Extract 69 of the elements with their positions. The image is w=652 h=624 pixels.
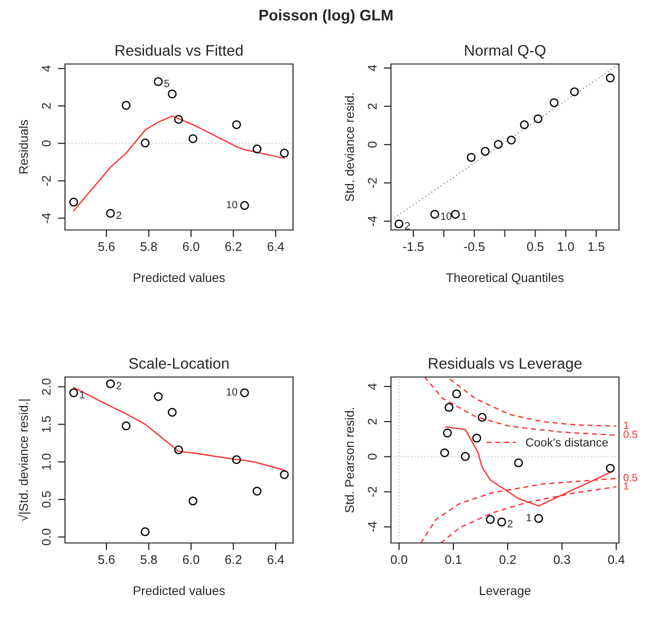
x-tick-label: 5.8: [140, 242, 157, 251]
x-tick-label: 0.5: [527, 242, 544, 251]
chart-title: Residuals vs Fitted: [116, 44, 243, 56]
y-tick-label: 4: [368, 64, 377, 72]
x-tick-label: 6.4: [268, 242, 284, 251]
y-axis-title: Residuals: [18, 120, 28, 174]
annotation: 1: [526, 514, 532, 522]
x-tick-label: 0.4: [608, 555, 625, 564]
y-tick-label: 2: [368, 418, 377, 424]
x-tick-label: 5.8: [140, 555, 157, 564]
annotation: 2: [405, 222, 410, 230]
x-tick-label: -0.5: [464, 242, 485, 251]
y-tick-label: 1.5: [42, 416, 51, 432]
x-tick-label: 5.6: [98, 242, 115, 251]
y-tick-label: -4: [368, 522, 377, 532]
y-tick-label: 0: [368, 454, 377, 460]
x-tick-label: -1.5: [403, 242, 424, 251]
annotation: 10: [226, 388, 238, 396]
y-tick-label: 0: [368, 142, 377, 148]
annotation: 2: [116, 212, 122, 219]
x-axis-title: Leverage: [480, 586, 531, 598]
annotation: 2: [116, 382, 122, 390]
annotation: 1: [462, 212, 466, 220]
y-axis-title: Std. deviance resid.: [344, 93, 354, 202]
x-tick-label: 6.0: [183, 242, 200, 251]
annotation: 10: [441, 212, 452, 220]
x-tick-label: 6.2: [225, 555, 242, 564]
y-tick-label: 0.5: [42, 491, 51, 508]
annotation: 2: [508, 520, 513, 528]
annotation: 1: [624, 422, 628, 429]
y-tick-label: 0.0: [42, 528, 51, 546]
annotation: 10: [226, 200, 238, 208]
x-tick-label: 0.2: [499, 555, 516, 564]
legend-label: Cook's distance: [526, 438, 608, 447]
x-tick-label: 1.0: [558, 242, 574, 251]
x-tick-label: 6.4: [268, 555, 284, 564]
annotation: 1: [624, 482, 628, 490]
y-tick-label: -4: [42, 213, 51, 224]
y-tick-label: -4: [368, 216, 377, 226]
x-axis-title: Predicted values: [134, 586, 225, 596]
x-tick-label: 6.2: [225, 242, 242, 251]
x-axis-title: Theoretical Quantiles: [446, 272, 564, 284]
annotation: 1: [80, 391, 85, 398]
x-tick-label: 5.6: [98, 555, 115, 564]
x-tick-label: 0.1: [445, 555, 462, 564]
chart-title: Scale-Location: [129, 358, 229, 369]
chart-title: Residuals vs Leverage: [428, 358, 582, 372]
text: Poisson (log) GLM: [260, 9, 392, 24]
annotation: 0.5: [624, 474, 638, 482]
y-tick-label: 1.0: [42, 454, 51, 470]
x-tick-label: 0.0: [390, 555, 408, 564]
y-tick-label: 2: [42, 103, 51, 109]
annotation: 0.5: [624, 430, 638, 438]
y-tick-label: -2: [368, 486, 377, 497]
y-axis-title: √|Std. deviance resid.|: [18, 400, 30, 522]
x-axis-title: Predicted values: [134, 272, 225, 282]
x-tick-label: 0.3: [554, 555, 570, 564]
annotation: 5: [164, 80, 170, 88]
y-tick-label: 2: [368, 103, 377, 110]
y-tick-label: -2: [368, 178, 377, 188]
chart-title: Normal Q-Q: [465, 44, 546, 59]
y-tick-label: 4: [368, 383, 377, 390]
x-tick-label: 1.5: [588, 242, 604, 251]
y-axis-title: Std. Pearson resid.: [344, 408, 354, 513]
y-tick-label: 4: [42, 65, 51, 72]
x-tick-label: 6.0: [183, 555, 200, 564]
y-tick-label: -2: [42, 176, 51, 186]
y-tick-label: 2.0: [42, 378, 51, 395]
y-tick-label: 0: [42, 140, 51, 146]
